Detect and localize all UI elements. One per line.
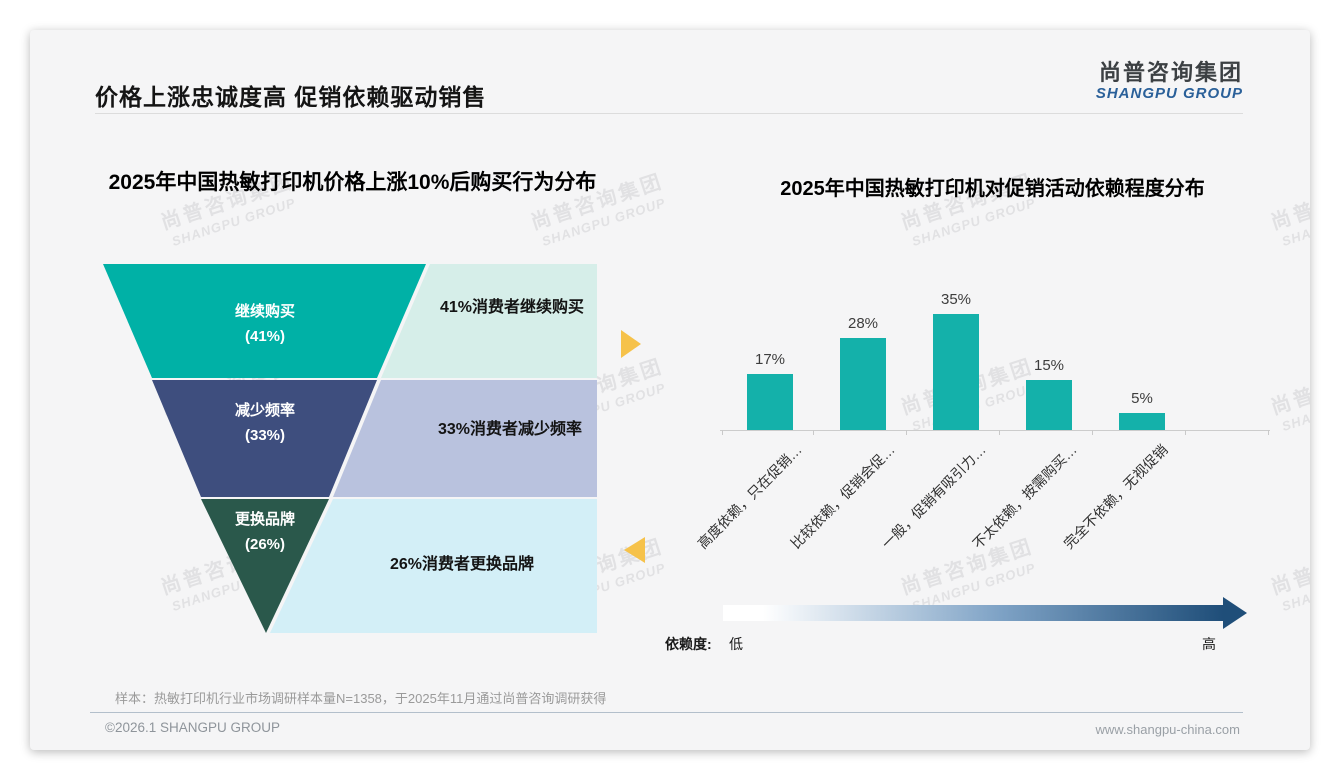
funnel-segment-1 <box>103 264 426 378</box>
bar <box>1119 413 1165 430</box>
copyright-text: ©2026.1 SHANGPU GROUP <box>105 720 281 735</box>
bar-value-label: 28% <box>847 315 879 332</box>
logo-chinese-text: 尚普咨询集团 <box>1098 60 1243 85</box>
footer-divider <box>90 712 1243 713</box>
funnel-segment-3 <box>201 499 329 633</box>
axis-tick <box>1092 430 1093 435</box>
axis-tick <box>722 430 723 435</box>
funnel-segment-3-label: 更换品牌 (26%) <box>185 507 345 557</box>
bar <box>933 314 979 430</box>
logo-english-text: SHANGPU GROUP <box>1095 85 1243 103</box>
sample-note: 样本：热敏打印机行业市场调研样本量N=1358，于2025年11月通过尚普咨询调… <box>115 691 607 706</box>
bar-group: 35% <box>933 210 979 430</box>
bar-chart-title: 2025年中国热敏打印机对促销活动依赖程度分布 <box>780 178 1205 200</box>
funnel-panel-1 <box>381 264 597 378</box>
funnel-chart: 继续购买 (41%) 减少频率 (33%) 更换品牌 (26%) 41%消费者继… <box>95 255 655 640</box>
funnel-panel-3-text: 26%消费者更换品牌 <box>389 556 535 573</box>
bar-group: 28% <box>840 210 886 430</box>
bar-chart-x-labels: 高度依赖，只在促销… 比较依赖，促销会促… 一般，促销有吸引力… 不太依赖，按需… <box>694 440 1270 610</box>
segment-name: 更换品牌 <box>234 511 295 528</box>
bar-group: 5% <box>1119 210 1165 430</box>
funnel-segment-2-label: 减少频率 (33%) <box>185 398 345 448</box>
bar <box>747 374 793 430</box>
segment-name: 减少频率 <box>234 402 295 419</box>
funnel-panel-1-text: 41%消费者继续购买 <box>439 299 585 316</box>
axis-tick <box>1185 430 1186 435</box>
axis-tick <box>813 430 814 435</box>
website-text: www.shangpu-china.com <box>1095 722 1240 737</box>
axis-tick <box>1268 430 1269 435</box>
company-logo: 尚普咨询集团 SHANGPU GROUP <box>1096 60 1243 103</box>
segment-percent: (33%) <box>244 427 285 444</box>
bar-chart-plot: 17% 28% 35% 15% 5% <box>720 210 1270 435</box>
bar <box>840 338 886 430</box>
bar-group: 17% <box>747 210 793 430</box>
segment-name: 继续购买 <box>234 303 295 320</box>
segment-percent: (41%) <box>244 328 285 345</box>
funnel-segment-2 <box>152 380 377 497</box>
accent-arrow-right-icon <box>621 330 641 358</box>
segment-percent: (26%) <box>244 536 285 553</box>
dependence-legend-label: 依赖度: <box>665 636 712 652</box>
dependence-high-label: 高 <box>1202 636 1216 652</box>
funnel-panel-3 <box>270 499 597 633</box>
funnel-chart-title: 2025年中国热敏打印机价格上涨10%后购买行为分布 <box>108 171 597 194</box>
bar-value-label: 17% <box>754 351 786 368</box>
funnel-segment-1-label: 继续购买 (41%) <box>185 299 345 349</box>
axis-tick <box>999 430 1000 435</box>
slide-card: 尚普咨询集团 SHANGPU GROUP 尚普咨询集团 SHANGPU GROUP … <box>30 30 1310 750</box>
gradient-arrow-shaft <box>723 605 1223 621</box>
funnel-panel-2 <box>333 380 597 497</box>
accent-arrow-left-icon <box>624 537 645 563</box>
bar-value-label: 35% <box>940 291 972 308</box>
page-title: 价格上涨忠诚度高 促销依赖驱动销售 <box>95 84 487 110</box>
funnel-svg <box>103 264 645 633</box>
bar-value-label: 5% <box>1131 390 1153 407</box>
bar-value-label: 15% <box>1033 357 1065 374</box>
gradient-arrow-head-icon <box>1223 597 1247 629</box>
funnel-panel-2-text: 33%消费者减少频率 <box>437 421 583 438</box>
bar-group: 15% <box>1026 210 1072 430</box>
title-divider <box>95 113 1243 114</box>
dependence-low-label: 低 <box>729 636 743 652</box>
axis-tick <box>906 430 907 435</box>
bar <box>1026 380 1072 430</box>
